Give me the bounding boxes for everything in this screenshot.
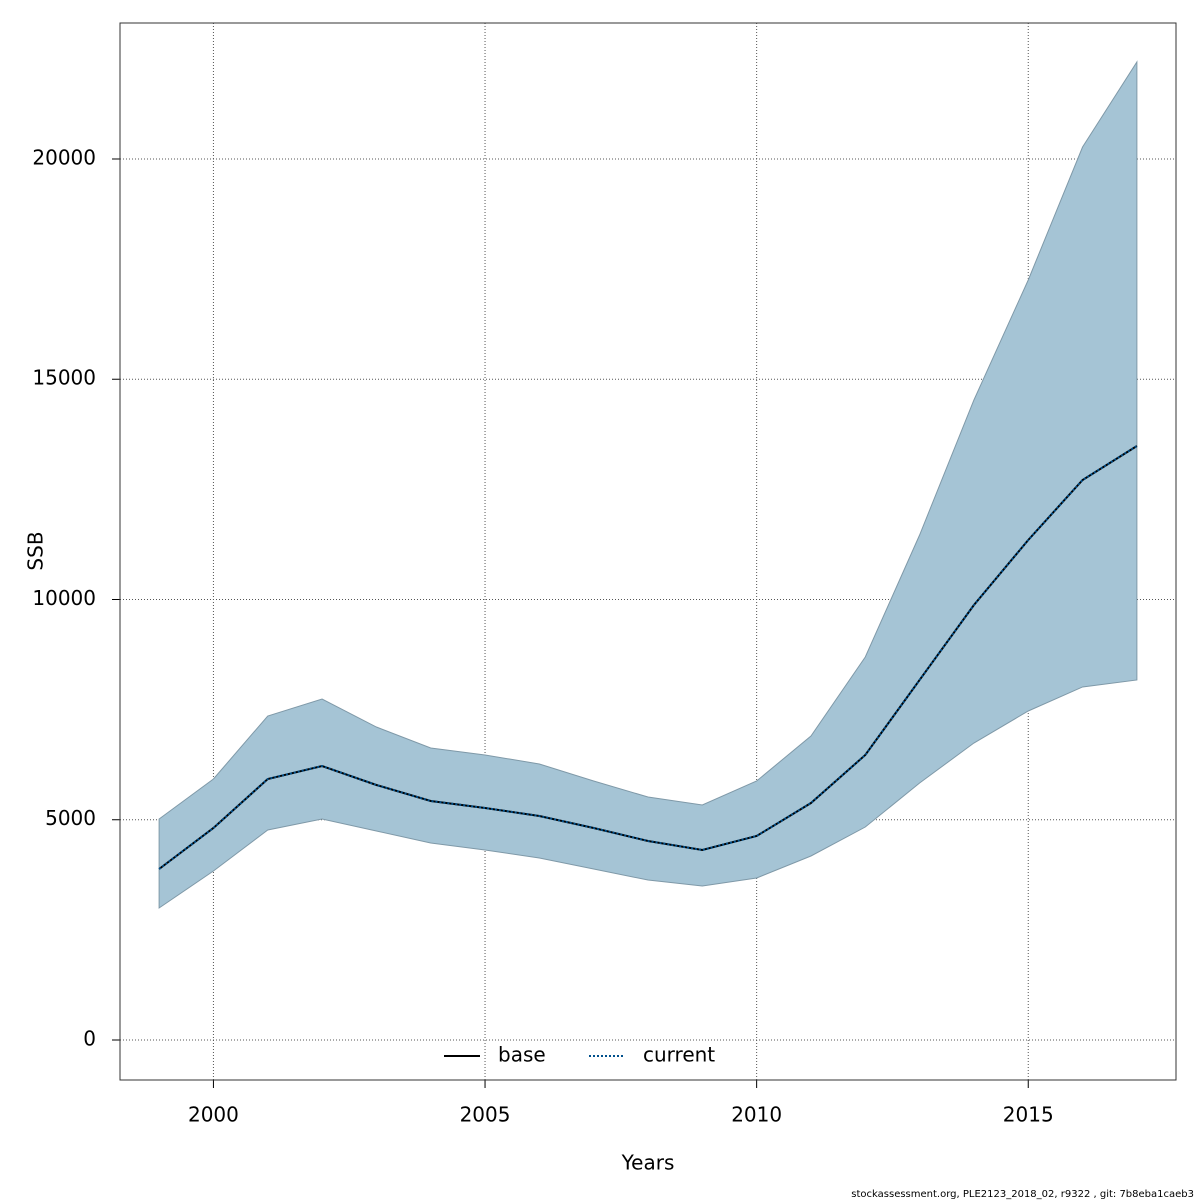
y-axis-title: SSB — [24, 531, 48, 570]
x-axis-title: Years — [621, 1151, 675, 1175]
plot-frame — [119, 22, 1177, 1081]
confidence-band — [158, 60, 1138, 909]
x-tick-label: 2000 — [188, 1103, 239, 1127]
y-tick-label: 0 — [83, 1027, 96, 1051]
y-tick-label: 20000 — [32, 145, 96, 169]
legend-label: base — [498, 1043, 546, 1067]
y-tick-label: 15000 — [32, 366, 96, 390]
x-tick-label: 2015 — [1003, 1103, 1054, 1127]
x-tick-label: 2010 — [731, 1103, 782, 1127]
footer: stockassessment.org, PLE2123_2018_02, r9… — [851, 1189, 1194, 1200]
y-tick-label: 5000 — [45, 806, 96, 830]
series-line — [158, 445, 1138, 870]
y-tick-label: 10000 — [32, 586, 96, 610]
legend-label: current — [643, 1043, 715, 1067]
x-tick-label: 2005 — [460, 1103, 511, 1127]
